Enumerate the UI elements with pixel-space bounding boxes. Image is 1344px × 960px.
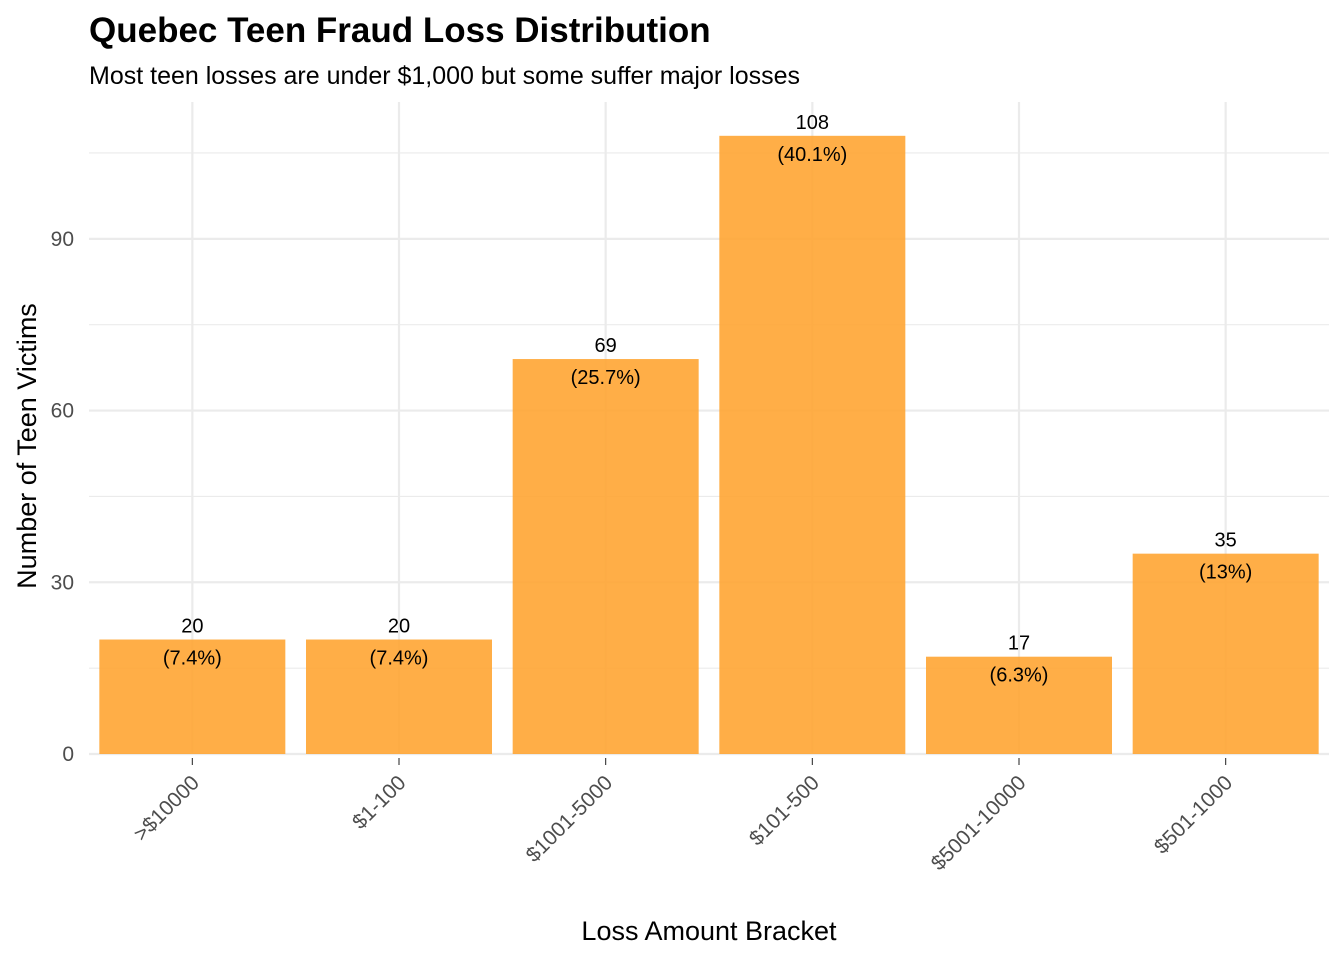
bar-count-label: 35: [1215, 530, 1237, 552]
x-tick-label: $501-1000: [1150, 771, 1237, 858]
bar-labels: 20 (7.4%) 20 (7.4%) 69 (25.7%) 108 (40.1%) 17 (6.…: [163, 112, 1252, 687]
x-axis: >$10000 $1-100 $1001-5000 $101-500 $5001-100…: [129, 758, 1237, 875]
bar-percent-label: (6.3%): [990, 665, 1049, 687]
bar-percent-label: (40.1%): [777, 144, 847, 166]
bar-percent-label: (7.4%): [370, 648, 429, 670]
chart-title: Quebec Teen Fraud Loss Distribution: [89, 11, 711, 50]
y-tick-label: 0: [62, 743, 74, 766]
bar: [926, 656, 1112, 754]
y-tick-label: 90: [51, 228, 74, 251]
bar-percent-label: (7.4%): [163, 648, 222, 670]
x-axis-title: Loss Amount Bracket: [581, 916, 837, 946]
bar: [99, 639, 286, 754]
y-axis: 0 30 60 90: [51, 228, 74, 766]
bar-percent-label: (25.7%): [571, 367, 641, 389]
y-tick-label: 60: [51, 400, 74, 423]
chart-subtitle: Most teen losses are under $1,000 but so…: [89, 62, 800, 90]
x-tick-label: $1-100: [348, 771, 411, 834]
bar: [306, 639, 492, 754]
bar-count-label: 20: [388, 616, 410, 638]
bar-count-label: 108: [796, 112, 829, 134]
bar-percent-label: (13%): [1199, 562, 1252, 584]
x-tick-label: $5001-10000: [927, 771, 1031, 875]
x-tick-label: $101-500: [745, 771, 824, 850]
x-tick-label: $1001-5000: [522, 771, 618, 867]
bar-count-label: 17: [1008, 633, 1030, 655]
bar-count-label: 69: [595, 335, 617, 357]
bar: [719, 135, 906, 755]
y-tick-label: 30: [51, 571, 74, 594]
bar: [512, 359, 699, 754]
x-tick-label: >$10000: [129, 771, 203, 845]
bar-count-label: 20: [181, 616, 203, 638]
bars: [99, 135, 1319, 755]
bar: [1132, 553, 1319, 754]
y-axis-title: Number of Teen Victims: [12, 303, 42, 589]
